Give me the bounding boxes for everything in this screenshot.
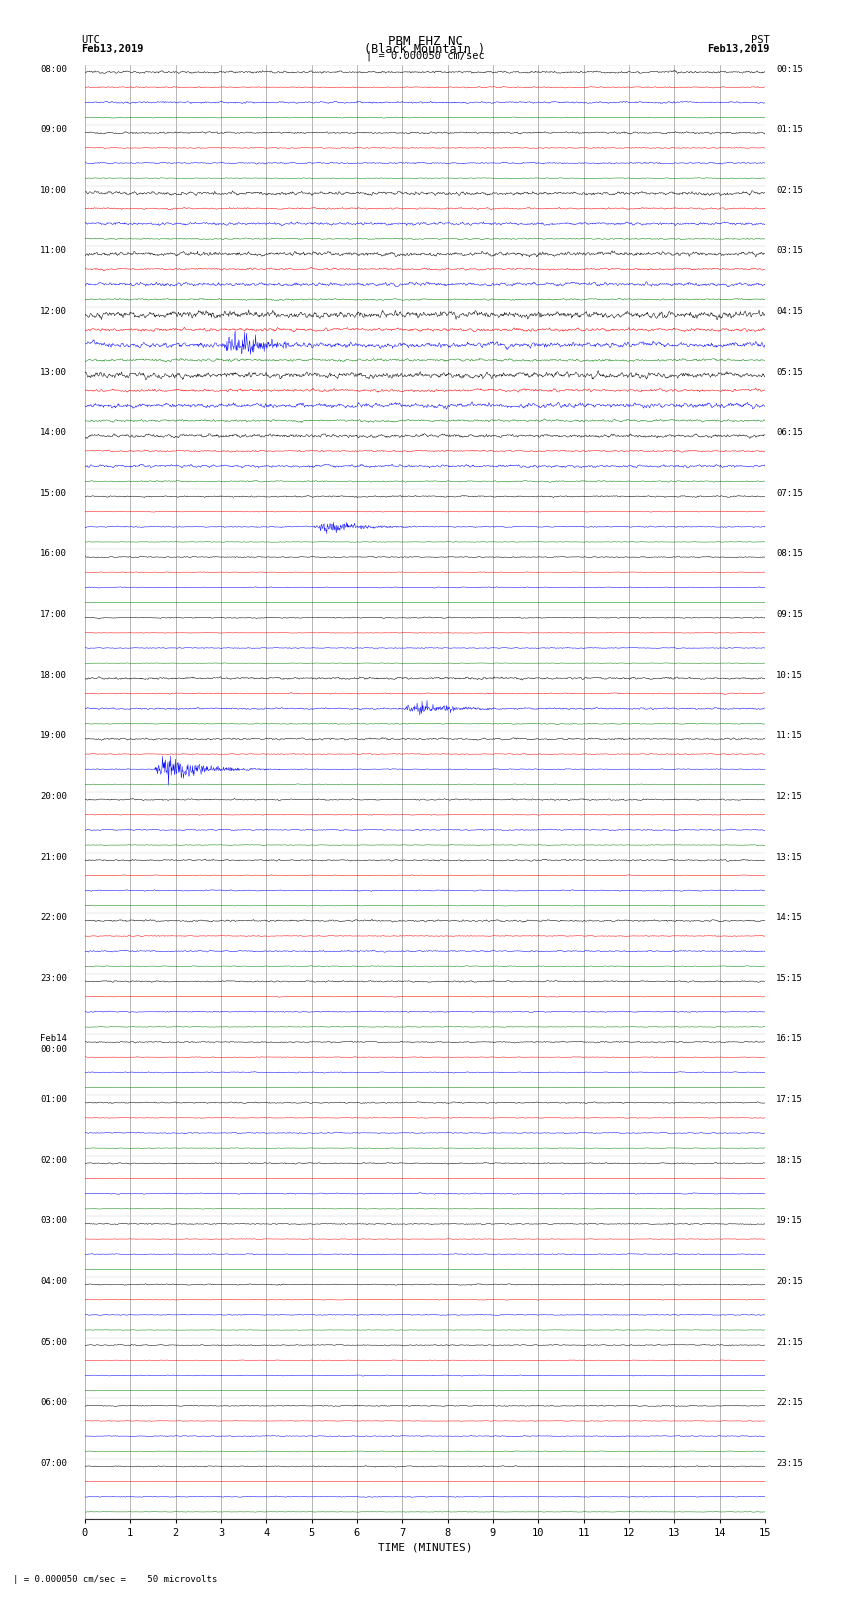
Text: 19:00: 19:00 — [40, 731, 67, 740]
Text: UTC: UTC — [81, 35, 99, 45]
Text: 15:00: 15:00 — [40, 489, 67, 498]
Text: 12:00: 12:00 — [40, 306, 67, 316]
Text: PBM EHZ NC: PBM EHZ NC — [388, 35, 462, 48]
Text: 19:15: 19:15 — [776, 1216, 803, 1226]
Text: 21:00: 21:00 — [40, 853, 67, 861]
Text: 06:15: 06:15 — [776, 427, 803, 437]
Text: 02:15: 02:15 — [776, 185, 803, 195]
Text: 11:00: 11:00 — [40, 247, 67, 255]
Text: Feb14
00:00: Feb14 00:00 — [40, 1034, 67, 1053]
Text: 22:00: 22:00 — [40, 913, 67, 923]
Text: 14:15: 14:15 — [776, 913, 803, 923]
Text: PST: PST — [751, 35, 769, 45]
Text: 12:15: 12:15 — [776, 792, 803, 802]
Text: 18:15: 18:15 — [776, 1155, 803, 1165]
Text: 07:15: 07:15 — [776, 489, 803, 498]
Text: 21:15: 21:15 — [776, 1337, 803, 1347]
Text: | = 0.000050 cm/sec: | = 0.000050 cm/sec — [366, 50, 484, 61]
Text: 08:00: 08:00 — [40, 65, 67, 74]
Text: 05:00: 05:00 — [40, 1337, 67, 1347]
Text: 18:00: 18:00 — [40, 671, 67, 679]
Text: 03:00: 03:00 — [40, 1216, 67, 1226]
Text: 08:15: 08:15 — [776, 550, 803, 558]
Text: 13:00: 13:00 — [40, 368, 67, 376]
Text: 23:15: 23:15 — [776, 1458, 803, 1468]
Text: 22:15: 22:15 — [776, 1398, 803, 1407]
Text: 10:15: 10:15 — [776, 671, 803, 679]
Text: 13:15: 13:15 — [776, 853, 803, 861]
Text: 20:15: 20:15 — [776, 1277, 803, 1286]
Text: 14:00: 14:00 — [40, 427, 67, 437]
Text: 09:00: 09:00 — [40, 126, 67, 134]
Text: 06:00: 06:00 — [40, 1398, 67, 1407]
Text: Feb13,2019: Feb13,2019 — [706, 44, 769, 53]
Text: 09:15: 09:15 — [776, 610, 803, 619]
X-axis label: TIME (MINUTES): TIME (MINUTES) — [377, 1542, 473, 1553]
Text: 17:00: 17:00 — [40, 610, 67, 619]
Text: 07:00: 07:00 — [40, 1458, 67, 1468]
Text: 11:15: 11:15 — [776, 731, 803, 740]
Text: 01:15: 01:15 — [776, 126, 803, 134]
Text: 00:15: 00:15 — [776, 65, 803, 74]
Text: 03:15: 03:15 — [776, 247, 803, 255]
Text: Feb13,2019: Feb13,2019 — [81, 44, 144, 53]
Text: 02:00: 02:00 — [40, 1155, 67, 1165]
Text: 01:00: 01:00 — [40, 1095, 67, 1103]
Text: (Black Mountain ): (Black Mountain ) — [365, 44, 485, 56]
Text: 10:00: 10:00 — [40, 185, 67, 195]
Text: 16:00: 16:00 — [40, 550, 67, 558]
Text: 15:15: 15:15 — [776, 974, 803, 982]
Text: | = 0.000050 cm/sec =    50 microvolts: | = 0.000050 cm/sec = 50 microvolts — [13, 1574, 217, 1584]
Text: 05:15: 05:15 — [776, 368, 803, 376]
Text: 04:00: 04:00 — [40, 1277, 67, 1286]
Text: 17:15: 17:15 — [776, 1095, 803, 1103]
Text: 16:15: 16:15 — [776, 1034, 803, 1044]
Text: 23:00: 23:00 — [40, 974, 67, 982]
Text: 20:00: 20:00 — [40, 792, 67, 802]
Text: 04:15: 04:15 — [776, 306, 803, 316]
